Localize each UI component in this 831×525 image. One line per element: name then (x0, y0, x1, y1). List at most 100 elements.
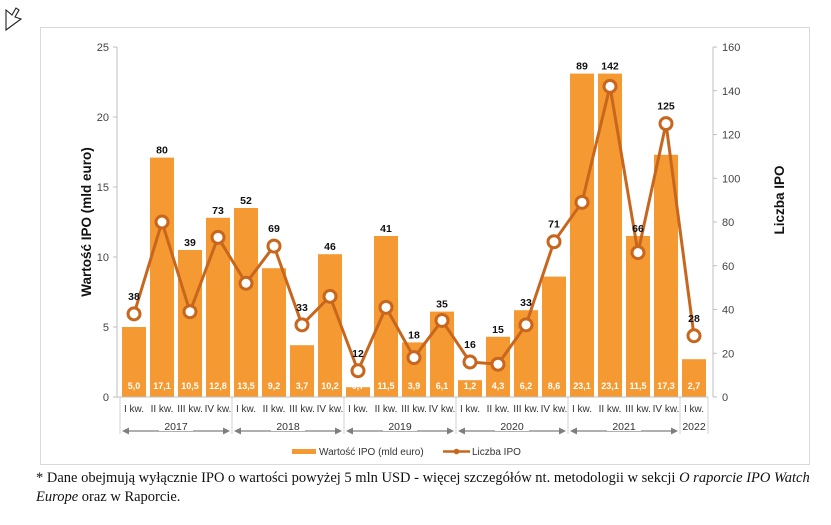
x-tick-label: III kw. (625, 404, 651, 415)
bar (234, 208, 258, 397)
group-label: 2019 (388, 421, 412, 433)
bar-value-label: 1,2 (464, 381, 477, 391)
bar (346, 387, 370, 397)
ipo-chart: 0 5 10 15 20 25 0 20 40 60 80 100 120 140 160 5,0 17,1 1… (79, 42, 787, 458)
y2-tick-label: 120 (722, 130, 740, 142)
line-point (434, 312, 450, 328)
y-tick-label: 25 (97, 42, 109, 54)
x-tick-label: III kw. (513, 404, 539, 415)
bar-value-label: 4,3 (492, 381, 505, 391)
bar (570, 73, 594, 397)
group-label-bg (271, 420, 305, 431)
line-point (154, 214, 170, 230)
line-value-label: 89 (576, 61, 588, 73)
x-tick-label: III kw. (401, 404, 427, 415)
y2-tick-label: 0 (722, 392, 728, 404)
y2-tick-label: 100 (722, 173, 740, 185)
line-point (322, 288, 338, 304)
line-point (210, 229, 226, 245)
x-tick-label: IV kw. (541, 404, 568, 415)
x-tick-label: IV kw. (429, 404, 456, 415)
group-arrow-left-icon (122, 427, 129, 435)
x-tick-label: I kw. (684, 404, 704, 415)
bars (122, 73, 706, 397)
y2-axis-title: Liczba IPO (772, 165, 787, 234)
line-point (238, 275, 254, 291)
x-tick-label: III kw. (177, 404, 203, 415)
x-tick-label: I kw. (124, 404, 144, 415)
bar (682, 359, 706, 397)
line-point (462, 354, 478, 370)
group-arrow-left-icon (234, 427, 241, 435)
y-tick-label: 20 (97, 112, 109, 124)
group-label: 2020 (500, 421, 524, 433)
footnote-italic: O raporcie IPO Watch Europe (36, 470, 810, 505)
group-label-bg (495, 420, 529, 431)
line-point (126, 306, 142, 322)
group-arrow-right-icon (223, 427, 230, 435)
legend-bar-label: Wartość IPO (mld euro) (319, 447, 424, 458)
y-tick-label: 10 (97, 252, 109, 264)
line-value-label: 80 (156, 145, 168, 157)
group-label: 2022 (682, 421, 706, 433)
y2-tick-label: 140 (722, 86, 740, 98)
group-label-bg (607, 420, 641, 431)
group-arrow-left-icon (346, 427, 353, 435)
x-tick-label: II kw. (151, 404, 174, 415)
x-tick-label: I kw. (572, 404, 592, 415)
line-series (126, 78, 702, 379)
group-label-bg (159, 420, 193, 431)
legend: Wartość IPO (mld euro) Liczba IPO (292, 447, 521, 458)
line-value-label: 125 (657, 101, 675, 113)
line-value-label: 28 (688, 313, 700, 325)
x-tick-label: II kw. (263, 404, 286, 415)
line-point (266, 238, 282, 254)
bar-labels: 5,0 17,1 10,5 12,8 13,5 9,2 3,7 10,2 0,7 11,5 3,9 6… (128, 381, 701, 391)
line-value-label: 35 (436, 299, 448, 311)
bar-value-label: 3,9 (408, 381, 421, 391)
bar-value-label: 12,8 (209, 381, 227, 391)
bar-value-label: 10,2 (321, 381, 339, 391)
x-tick-label: IV kw. (205, 404, 232, 415)
group-label-bg (383, 420, 417, 431)
line-point (546, 234, 562, 250)
group-arrow-right-icon (671, 427, 678, 435)
bar-value-label: 6,2 (520, 381, 533, 391)
axes: 0 5 10 15 20 25 0 20 40 60 80 100 120 140 160 (97, 42, 741, 404)
bar-value-label: 23,1 (573, 381, 591, 391)
bar (122, 327, 146, 397)
line-value-label: 69 (268, 223, 280, 235)
y-tick-label: 15 (97, 182, 109, 194)
bar-value-label: 9,2 (268, 381, 281, 391)
x-axis: I kw. II kw. III kw. IV kw. I kw. II kw. III k… (117, 396, 709, 435)
bar-value-label: 3,7 (296, 381, 309, 391)
line-value-label: 18 (408, 329, 420, 341)
bar (262, 268, 286, 397)
line-value-label: 39 (184, 237, 196, 249)
x-tick-label: II kw. (375, 404, 398, 415)
group-label: 2017 (164, 421, 188, 433)
line-value-label: 52 (240, 195, 252, 207)
bar (150, 157, 174, 397)
group-label: 2021 (612, 421, 636, 433)
bar (374, 236, 398, 397)
bar-value-label: 0,7 (352, 381, 365, 391)
line-point (518, 317, 534, 333)
footnote-suffix: oraz w Raporcie. (78, 489, 181, 505)
bar-value-label: 17,1 (153, 381, 171, 391)
line-value-label: 15 (492, 324, 504, 336)
legend-bar-swatch (292, 449, 316, 454)
line-value-label: 12 (352, 348, 364, 360)
y2-tick-label: 80 (722, 217, 734, 229)
bar (542, 276, 566, 397)
line-point (350, 363, 366, 379)
y-tick-label: 5 (103, 322, 109, 334)
bar (178, 250, 202, 397)
bar-value-label: 2,7 (688, 381, 701, 391)
bar-value-label: 8,6 (548, 381, 561, 391)
group-arrow-right-icon (559, 427, 566, 435)
y-tick-label: 0 (103, 392, 109, 404)
line-value-label: 16 (464, 339, 476, 351)
bar-value-label: 5,0 (128, 381, 141, 391)
legend-line-marker (453, 448, 460, 455)
